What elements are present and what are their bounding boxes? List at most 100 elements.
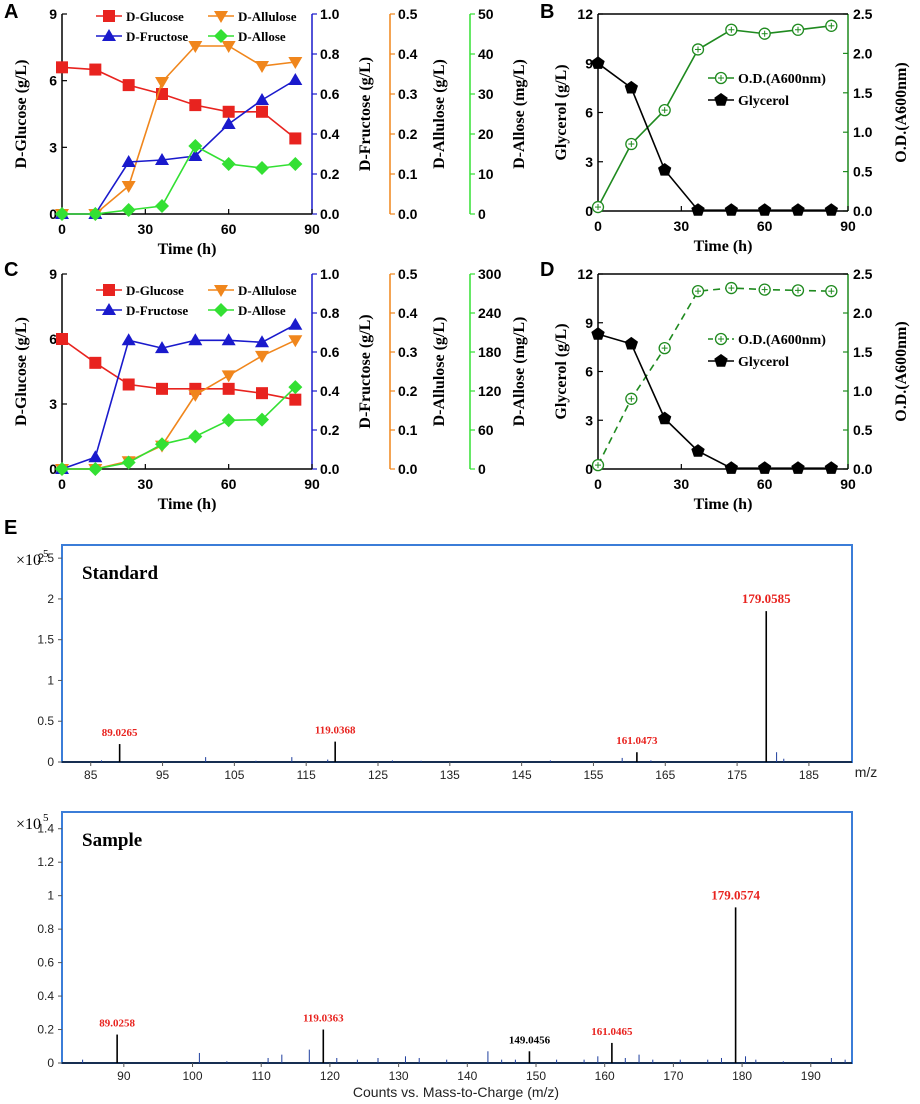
major-peaks: 89.0265 119.0368 161.0473 179.0585	[102, 591, 791, 762]
tick-label: 0.5	[853, 422, 873, 438]
spectrum-title: Sample	[82, 830, 142, 851]
data-point	[625, 137, 638, 151]
data-point	[791, 284, 805, 297]
tick-label: 30	[138, 221, 154, 237]
tick-label: 0.6	[37, 956, 54, 970]
data-point	[221, 333, 236, 346]
legend: O.D.(A600nm) Glycerol	[708, 71, 826, 109]
tick-label: 165	[655, 768, 675, 782]
tick-label: 12	[577, 266, 593, 282]
tick-label: 0	[49, 461, 57, 477]
tick-label: 0.4	[320, 383, 340, 399]
y-axis: 0 0.5 1 1.5 2 2.5	[37, 551, 62, 769]
data-point	[222, 382, 235, 395]
data-point	[658, 163, 672, 176]
peak-label: 119.0363	[303, 1013, 344, 1025]
legend: D-Glucose D-Allulose D-Fructose D-Allose	[96, 283, 297, 318]
data-point	[758, 203, 772, 216]
legend-marker	[714, 354, 728, 367]
legend-label: D-Allulose	[238, 283, 297, 298]
data-point	[188, 429, 203, 444]
tick-label: 0.0	[320, 461, 340, 477]
peak-label: 89.0265	[102, 727, 138, 739]
data-point	[121, 455, 136, 470]
tick-label: 115	[297, 768, 316, 782]
data-point	[155, 341, 169, 354]
data-point	[791, 203, 805, 216]
tick-label: 6	[49, 73, 57, 89]
tick-label: 1.5	[37, 633, 54, 647]
y-axis-label: D-Fructose (g/L)	[357, 314, 374, 428]
series-line	[61, 323, 296, 470]
series-o-d-a600nm-	[591, 281, 838, 472]
data-point	[56, 61, 68, 74]
peak-label: 89.0258	[99, 1018, 135, 1030]
legend-marker	[102, 303, 116, 315]
tick-label: 0.0	[853, 461, 873, 477]
data-point	[825, 19, 838, 32]
tick-label: 2.5	[37, 551, 54, 565]
data-point	[758, 27, 771, 40]
tick-label: 145	[512, 768, 532, 782]
data-point	[88, 462, 103, 476]
data-point	[221, 157, 236, 171]
legend-marker	[102, 29, 116, 41]
y-axis-label: D-Fructose (g/L)	[357, 57, 374, 171]
tick-label: 0.3	[398, 86, 418, 102]
tick-label: 30	[138, 476, 154, 492]
data-point	[121, 155, 136, 167]
minor-peaks	[82, 1049, 846, 1063]
tick-label: 1.0	[320, 6, 340, 22]
peak-label: 161.0465	[591, 1026, 633, 1038]
x-axis: 90 100 110 120 130 140 150 160 170 180 190	[117, 1063, 821, 1083]
tick-label: 0.2	[398, 383, 418, 399]
series-d-allose	[55, 139, 303, 221]
panel-a: A 0 3 6 9 D-Glucose (g/L) 0.0 0.2 0.4 0.6 0.8 1.0 D-…	[4, 1, 528, 258]
y-axis-label: D-Allulose (g/L)	[431, 59, 448, 169]
tick-label: 0	[478, 461, 486, 477]
data-point	[691, 43, 705, 56]
tick-label: 9	[585, 315, 593, 331]
tick-label: 0.4	[37, 989, 54, 1003]
tick-label: 0	[49, 206, 57, 222]
data-point	[255, 61, 269, 73]
y-axis-od: 0.0 0.5 1.0 1.5 2.0 2.5 O.D.(A600nm)	[843, 266, 910, 477]
y-axis-label: D-Allose (mg/L)	[511, 317, 528, 427]
tick-label: 60	[757, 476, 773, 492]
series-d-fructose	[55, 317, 303, 474]
data-point	[624, 336, 638, 350]
data-point	[591, 56, 605, 69]
data-point	[89, 63, 102, 76]
data-point	[825, 285, 838, 298]
tick-label: 0.8	[37, 922, 54, 936]
tick-label: 0.4	[320, 126, 340, 142]
legend-label: Glycerol	[738, 94, 789, 109]
legend-label: D-Allose	[238, 303, 286, 318]
y-axis-glucose: 0 3 6 9 D-Glucose (g/L)	[13, 266, 67, 477]
data-point	[725, 281, 738, 295]
tick-label: 1.5	[853, 85, 873, 101]
tick-label: 30	[478, 86, 494, 102]
tick-label: 0.6	[320, 86, 340, 102]
spectrum-standard: 0 0.5 1 1.5 2 2.5 85 95 105 115 125 135 145 155 165 175…	[37, 544, 853, 782]
panel-b: B 0 3 6 9 12 Glycerol (g/L) 0.0 0.5 1.0 1.5 2.0 2.5 O…	[540, 1, 910, 255]
series-d-glucose	[56, 333, 302, 406]
series-glycerol	[591, 56, 838, 216]
tick-label: 0.6	[320, 344, 340, 360]
data-point	[288, 157, 303, 171]
exponent-power: 5	[43, 548, 49, 560]
y-axis-allulose: 0.0 0.1 0.2 0.3 0.4 0.5 D-Allulose (g/L)	[389, 266, 448, 477]
tick-label: 40	[478, 46, 494, 62]
data-point	[155, 199, 169, 213]
y-axis-label: O.D.(A600nm)	[893, 321, 910, 421]
tick-label: 0	[58, 476, 66, 492]
legend-marker	[103, 10, 115, 22]
tick-label: 0	[594, 218, 602, 234]
legend-label: D-Glucose	[126, 283, 184, 298]
y-axis: 0 0.2 0.4 0.6 0.8 1 1.2 1.4	[37, 822, 62, 1070]
peak-label: 179.0585	[742, 591, 791, 606]
data-point	[256, 105, 268, 118]
tick-label: 2.5	[853, 266, 873, 282]
tick-label: 3	[585, 412, 593, 428]
tick-label: 1.0	[853, 124, 873, 140]
